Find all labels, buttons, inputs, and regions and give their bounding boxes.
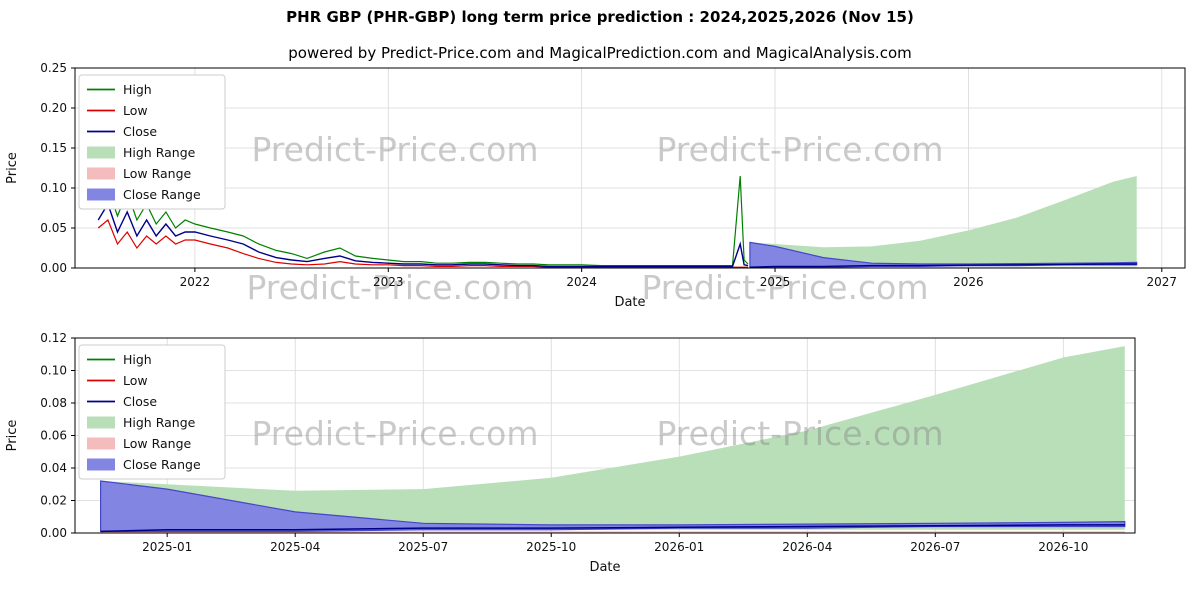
legend-patch-sample xyxy=(87,167,115,180)
x-tick-label: 2026-01 xyxy=(654,540,704,554)
legend-label: Close Range xyxy=(123,457,201,472)
page-title: PHR GBP (PHR-GBP) long term price predic… xyxy=(286,8,914,26)
y-tick-label: 0.15 xyxy=(40,141,67,155)
plot-frame xyxy=(74,67,1186,269)
legend-label: Close Range xyxy=(123,187,201,202)
x-tick-label: 2025 xyxy=(760,275,791,289)
y-tick-label: 0.10 xyxy=(40,364,67,378)
x-tick-label: 2023 xyxy=(373,275,404,289)
y-tick-label: 0.12 xyxy=(40,331,67,345)
close-range-area xyxy=(100,480,1126,532)
watermark-text: Predict-Price.com xyxy=(656,130,943,169)
watermark-text: Predict-Price.com xyxy=(251,414,538,453)
x-tick-label: 2025-07 xyxy=(398,540,448,554)
y-tick-label: 0.10 xyxy=(40,181,67,195)
y-tick-label: 0.20 xyxy=(40,101,67,115)
x-tick-label: 2026 xyxy=(953,275,984,289)
y-tick-label: 0.05 xyxy=(40,221,67,235)
y-tick-label: 0.00 xyxy=(40,526,67,540)
legend-label: Close xyxy=(123,124,157,139)
watermark-text: Predict-Price.com xyxy=(246,268,533,307)
legend-label: Low xyxy=(123,103,148,118)
x-tick-label: 2026-10 xyxy=(1038,540,1088,554)
x-tick-label: 2022 xyxy=(180,275,211,289)
legend-box xyxy=(78,344,226,480)
legend-label: Low Range xyxy=(123,166,192,181)
legend-label: High xyxy=(123,352,152,367)
y-tick-label: 0.06 xyxy=(40,429,67,443)
legend-patch-sample xyxy=(87,146,115,159)
y-tick-label: 0.08 xyxy=(40,396,67,410)
x-axis-label: Date xyxy=(614,295,645,310)
x-tick-label: 2025-04 xyxy=(270,540,320,554)
close-forecast-line xyxy=(749,263,1137,268)
x-axis-label: Date xyxy=(589,560,620,575)
y-axis-label: Price xyxy=(5,152,20,184)
close-line xyxy=(97,202,749,268)
y-tick-label: 0.04 xyxy=(40,461,67,475)
x-tick-label: 2025-01 xyxy=(142,540,192,554)
close-range-area xyxy=(749,241,1138,268)
forecast-detail-chart: Predict-Price.com Predict-Price.com 0.00 0.… xyxy=(5,331,1136,575)
legend-patch-sample xyxy=(87,416,115,429)
watermark-text: Predict-Price.com xyxy=(656,414,943,453)
legend-patch-sample xyxy=(87,188,115,201)
y-tick-label: 0.00 xyxy=(40,261,67,275)
legend-label: High xyxy=(123,82,152,97)
legend-label: High Range xyxy=(123,145,196,160)
watermark-text: Predict-Price.com xyxy=(641,268,928,307)
y-tick-label: 0.02 xyxy=(40,494,67,508)
legend-patch-sample xyxy=(87,458,115,471)
y-tick-label: 0.25 xyxy=(40,62,67,75)
x-tick-label: 2027 xyxy=(1147,275,1178,289)
x-tick-label: 2024 xyxy=(566,275,597,289)
high-line xyxy=(97,175,749,267)
legend-label: High Range xyxy=(123,415,196,430)
close-forecast-line xyxy=(100,524,1125,533)
low-range-area xyxy=(100,529,1125,533)
high-range-area xyxy=(100,346,1125,530)
low-line xyxy=(97,219,748,268)
high-range-area xyxy=(749,176,1137,267)
x-tick-label: 2026-07 xyxy=(910,540,960,554)
price-history-chart: Predict-Price.com Predict-Price.com Predic… xyxy=(5,62,1186,310)
legend-box xyxy=(78,74,226,210)
x-tick-label: 2025-10 xyxy=(526,540,576,554)
watermark-text: Predict-Price.com xyxy=(251,130,538,169)
x-tick-label: 2026-04 xyxy=(782,540,832,554)
legend-label: Low Range xyxy=(123,436,192,451)
legend-label: Close xyxy=(123,394,157,409)
page-subtitle: powered by Predict-Price.com and Magical… xyxy=(288,44,912,62)
y-axis-label: Price xyxy=(5,420,20,452)
legend-label: Low xyxy=(123,373,148,388)
legend-patch-sample xyxy=(87,437,115,450)
